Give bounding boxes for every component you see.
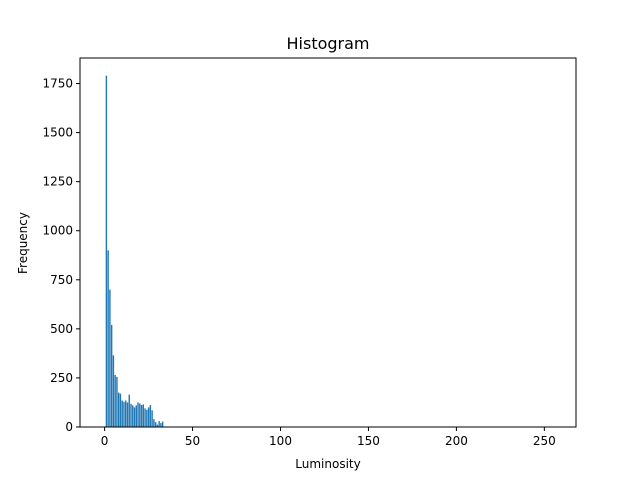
bar: [156, 424, 159, 427]
bar: [107, 250, 109, 427]
x-axis-label: Luminosity: [295, 457, 360, 471]
bar: [160, 423, 162, 427]
bar: [132, 405, 134, 427]
bar: [147, 407, 150, 427]
y-tick-label: 1500: [42, 126, 73, 140]
bar: [114, 374, 116, 427]
bar: [119, 393, 122, 427]
bar: [153, 419, 155, 427]
bar: [146, 409, 148, 427]
y-axis-ticks: 0 250 500 750 1000 1250 1500 1750: [42, 77, 80, 434]
plot-frame: [79, 57, 577, 428]
bar: [151, 410, 153, 427]
bar: [121, 400, 123, 427]
bar: [112, 355, 115, 427]
bar: [144, 408, 146, 427]
y-tick-label: 250: [50, 371, 73, 385]
bar: [130, 403, 132, 427]
bar: [123, 401, 125, 427]
bar: [133, 407, 136, 427]
y-axis-label: Frequency: [16, 212, 30, 274]
y-tick-label: 500: [50, 322, 73, 336]
bar: [110, 324, 113, 427]
bar: [109, 289, 111, 427]
bar: [149, 405, 152, 427]
x-tick-label: 150: [357, 434, 380, 448]
bar: [161, 421, 164, 427]
y-tick-label: 1750: [42, 77, 73, 91]
x-tick-label: 50: [185, 434, 200, 448]
chart-title: Histogram: [287, 34, 370, 53]
y-tick-label: 1000: [42, 224, 73, 238]
bar: [126, 402, 129, 427]
bar: [158, 421, 160, 427]
bar: [139, 403, 141, 427]
y-tick-label: 1250: [42, 175, 73, 189]
x-tick-label: 250: [533, 434, 556, 448]
x-tick-label: 200: [445, 434, 468, 448]
bar: [135, 405, 137, 427]
bar: [117, 392, 120, 427]
bar: [140, 405, 143, 427]
bar: [154, 422, 157, 427]
x-tick-label: 0: [101, 434, 109, 448]
y-tick-label: 0: [65, 420, 73, 434]
bar: [125, 400, 127, 427]
bar: [137, 402, 139, 427]
bar: [142, 404, 145, 427]
x-tick-label: 100: [269, 434, 292, 448]
bar: [105, 75, 108, 428]
bar: [116, 376, 118, 427]
x-axis-ticks: 0 50 100 150 200 250: [101, 427, 556, 448]
y-tick-label: 750: [50, 273, 73, 287]
bar: [128, 394, 130, 427]
bars-group: [105, 75, 164, 428]
